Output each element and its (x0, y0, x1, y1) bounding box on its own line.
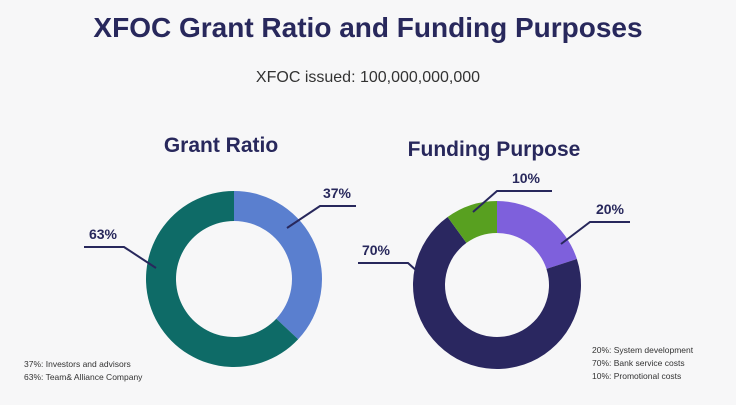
grant-callout-line (286, 205, 356, 229)
fund-data-label: 70% (362, 242, 391, 258)
grant-data-label: 63% (89, 226, 118, 242)
page-title: XFOC Grant Ratio and Funding Purposes (93, 12, 643, 43)
fund-slice-system-development (497, 201, 577, 269)
grant-slice-investors-and-advisors (234, 191, 322, 340)
grant-slice-team-alliance-company (146, 191, 299, 367)
legend-item-system-development: 20%: System development (592, 345, 694, 355)
funding-purpose-title: Funding Purpose (407, 138, 581, 161)
grant-callout-line (84, 246, 157, 269)
fund-slice-bank-service-costs (412, 217, 581, 370)
grant-ratio-legend: 37%: Investors and advisors 63%: Team& A… (24, 358, 142, 384)
fund-callout-line (358, 262, 419, 273)
legend-item-bank-service: 70%: Bank service costs (592, 358, 685, 368)
fund-callout-line (560, 221, 630, 245)
fund-data-label: 10% (512, 170, 541, 186)
funding-purpose-legend: 20%: System development 70%: Bank servic… (592, 344, 693, 383)
legend-item-investors: 37%: Investors and advisors (24, 359, 131, 369)
fund-data-label: 20% (596, 201, 625, 217)
legend-item-promotional: 10%: Promotional costs (592, 371, 682, 381)
page-subtitle: XFOC issued: 100,000,000,000 (255, 69, 481, 86)
grant-data-label: 37% (323, 185, 352, 201)
grant-ratio-title: Grant Ratio (163, 134, 279, 157)
legend-item-team: 63%: Team& Alliance Company (24, 372, 143, 382)
fund-slice-promotional-costs (447, 201, 497, 243)
fund-callout-line (472, 190, 552, 213)
